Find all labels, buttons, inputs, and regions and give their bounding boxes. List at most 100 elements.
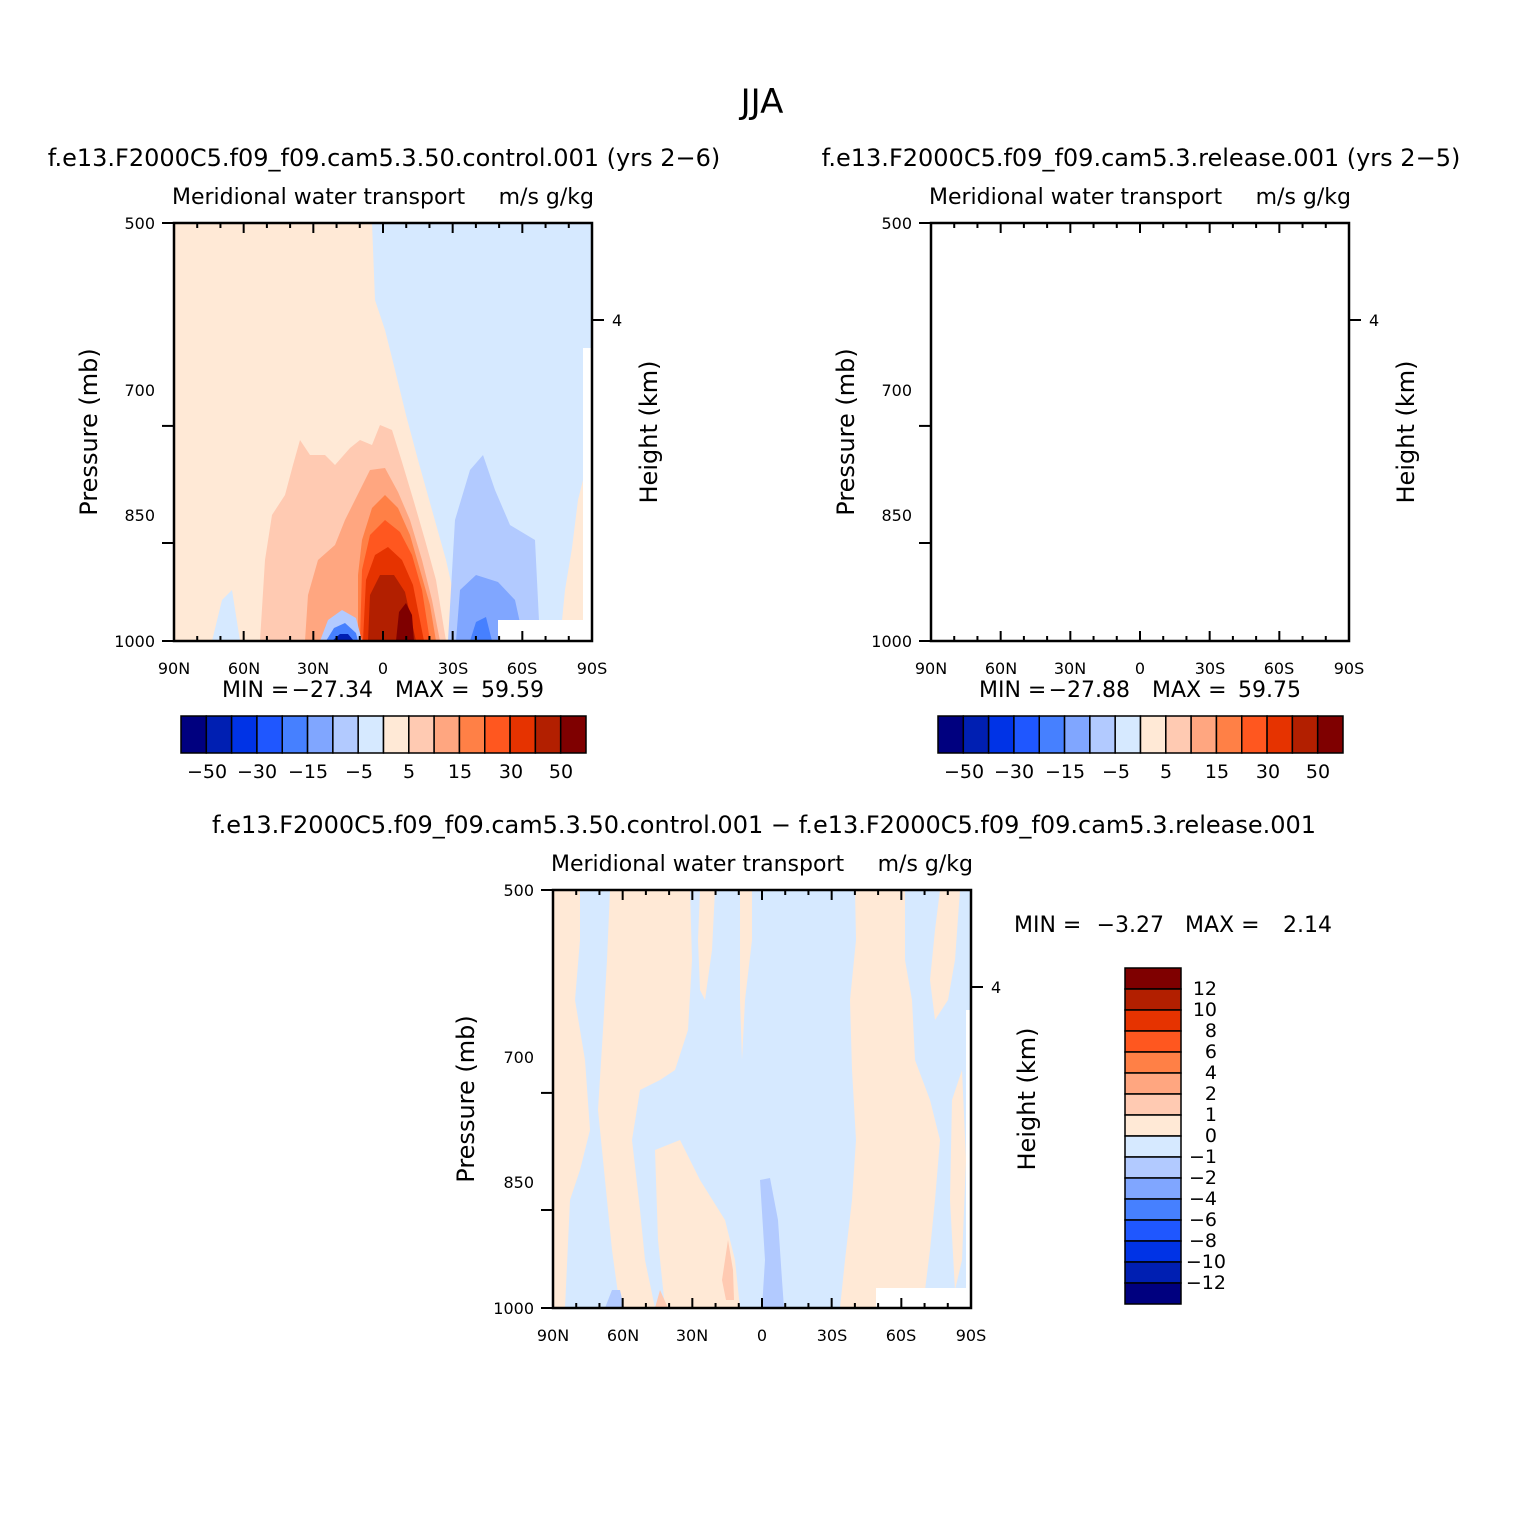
panel-release: f.e13.F2000C5.f09_f09.cam5.3.release.001… (822, 144, 1461, 783)
contour-10 (1063, 466, 1198, 641)
xtick-60s: 60S (1264, 659, 1295, 678)
xtick-30n: 30N (676, 1326, 708, 1345)
colorbar-box (1139, 715, 1167, 754)
cbar-label: 12 (1193, 978, 1217, 1000)
colorbar-box (1124, 1072, 1182, 1095)
colorbar-box (1124, 967, 1182, 990)
colorbar (180, 715, 587, 754)
xtick-90n: 90N (915, 659, 947, 678)
y-axis-label-right: Height (km) (1392, 361, 1420, 504)
colorbar-box (1190, 715, 1218, 754)
colorbar-box (1124, 1093, 1182, 1116)
xtick-60n: 60N (607, 1326, 639, 1345)
contour-neg15 (1083, 623, 1115, 641)
positive-band-5 (655, 1140, 740, 1308)
colorbar-box (1241, 715, 1268, 754)
xtick-60s: 60S (886, 1326, 917, 1345)
negative-north (212, 590, 240, 641)
left-label: Meridional water transport (929, 185, 1222, 210)
positive-south (560, 480, 585, 641)
colorbar-box (509, 715, 537, 754)
colorbar-box (1124, 1240, 1182, 1263)
ytick-500: 500 (124, 214, 155, 233)
max-value: 59.59 (481, 678, 544, 703)
field-background (931, 223, 1349, 641)
left-label: Meridional water transport (551, 852, 844, 877)
xtick-0: 0 (1135, 659, 1145, 678)
ytick-850: 850 (124, 506, 155, 525)
colorbar-box (1124, 1051, 1182, 1074)
ytick-500: 500 (881, 214, 912, 233)
colorbar-box (1124, 1198, 1182, 1221)
colorbar-box (1165, 715, 1192, 754)
colorbar-box (357, 715, 385, 754)
colorbar-box (1124, 1135, 1182, 1158)
contour-5 (1019, 423, 1204, 641)
missing-high-terrain (1340, 388, 1349, 641)
cbar-label: 6 (1205, 1041, 1217, 1063)
xtick-0: 0 (378, 659, 388, 678)
max-label: MAX = (1152, 678, 1227, 703)
cbar-label: 8 (1205, 1020, 1217, 1042)
contour-20 (1118, 519, 1188, 641)
colorbar-box (1291, 715, 1319, 754)
cbar-label: −50 (187, 761, 227, 783)
cbar-label: −30 (994, 761, 1034, 783)
y-ticks (919, 222, 1361, 642)
colorbar-box (1266, 715, 1294, 754)
ytick-1000: 1000 (871, 632, 912, 651)
panel-title: f.e13.F2000C5.f09_f09.cam5.3.50.control.… (48, 144, 721, 172)
positive-band-1 (553, 890, 590, 1308)
xtick-90s: 90S (956, 1326, 987, 1345)
contour-40 (1126, 574, 1174, 641)
ytick-850: 850 (503, 1173, 534, 1192)
min-label: MIN = (1014, 913, 1081, 938)
ytick-700: 700 (503, 1048, 534, 1067)
cbar-label: 15 (448, 761, 472, 783)
colorbar-box (1124, 1261, 1182, 1284)
ytick-1000: 1000 (493, 1299, 534, 1318)
cbar-label: −2 (1189, 1167, 1217, 1189)
colorbar-box (1124, 1156, 1182, 1179)
y-ticks (162, 222, 604, 642)
colorbar-box (1124, 1282, 1182, 1305)
colorbar-box (1316, 715, 1344, 754)
contour-field (553, 890, 971, 1308)
xtick-90s: 90S (577, 659, 608, 678)
xtick-90n: 90N (537, 1326, 569, 1345)
positive-south (1315, 480, 1342, 641)
cbar-label: 50 (549, 761, 573, 783)
positive-patch-1 (722, 1240, 734, 1300)
xtick-30s: 30S (817, 1326, 848, 1345)
y-axis-label: Pressure (mb) (832, 348, 860, 515)
colorbar-box (962, 715, 990, 754)
cbar-label: 4 (1205, 1062, 1217, 1084)
colorbar-box (1063, 715, 1091, 754)
cbar-label: −12 (1186, 1272, 1226, 1294)
cbar-label: 15 (1205, 761, 1229, 783)
min-value: −3.27 (1097, 913, 1164, 938)
panel-title: f.e13.F2000C5.f09_f09.cam5.3.release.001… (822, 144, 1461, 172)
colorbar-box (559, 715, 587, 754)
colorbar-box (1013, 715, 1040, 754)
missing-antarctica (1260, 620, 1349, 641)
colorbar-box (1038, 715, 1066, 754)
negative-patch-1 (760, 1178, 784, 1308)
contour-neg10-south (1213, 572, 1281, 641)
cbar-label: 30 (499, 761, 523, 783)
positive-band-3 (698, 890, 715, 1000)
contour-neg15-south (1223, 610, 1247, 641)
min-label: MIN = (979, 678, 1046, 703)
colorbar-box (332, 715, 359, 754)
negative-north (971, 590, 997, 641)
units-label: m/s g/kg (878, 852, 973, 877)
max-value: 59.75 (1238, 678, 1301, 703)
y-axis-label-right: Height (km) (635, 361, 663, 504)
x-ticks (552, 890, 972, 1308)
xtick-60s: 60S (507, 659, 538, 678)
positive-band-4 (740, 890, 752, 1060)
ytick-right-4: 4 (991, 978, 1001, 997)
left-label: Meridional water transport (172, 185, 465, 210)
panel-control: f.e13.F2000C5.f09_f09.cam5.3.50.control.… (48, 144, 721, 783)
max-label: MAX = (395, 678, 470, 703)
